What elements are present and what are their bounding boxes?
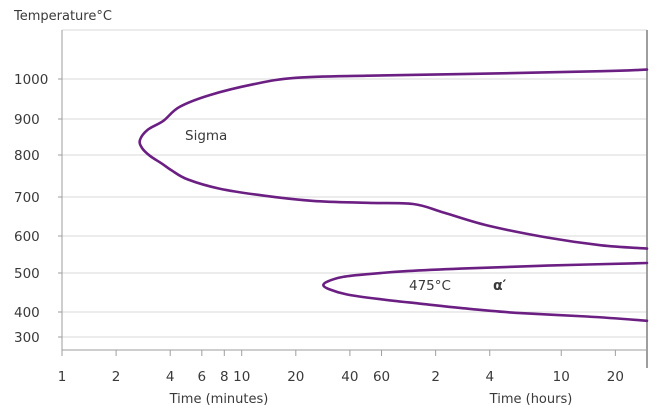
x-tick-label-7: 40 xyxy=(341,369,358,385)
x-tick-label-9: 2 xyxy=(431,369,440,385)
x-tick-label-2: 4 xyxy=(166,369,175,385)
x-tick-label-0: 1 xyxy=(58,369,67,385)
gridlines xyxy=(62,29,647,338)
x-axis-label-minutes: Time (minutes) xyxy=(169,392,269,405)
x-tick-label-12: 20 xyxy=(607,369,624,385)
x-tick-label-4: 8 xyxy=(220,369,229,385)
x-tick-label-8: 60 xyxy=(373,369,390,385)
y-ticks: 1000 900 800 700 600 500 400 300 xyxy=(14,72,62,346)
series xyxy=(138,68,649,323)
x-tick-label-6: 20 xyxy=(287,369,304,385)
y-tick-label-500: 500 xyxy=(14,266,40,282)
y-tick-label-900: 900 xyxy=(14,112,40,128)
sigma-label: Sigma xyxy=(185,128,227,144)
x-ticks: 1 2 4 6 8 10 20 40 60 2 4 10 20 xyxy=(58,350,624,385)
y-tick-label-800: 800 xyxy=(14,148,40,164)
x-tick-label-3: 6 xyxy=(198,369,207,385)
y-tick-label-600: 600 xyxy=(14,229,40,245)
t475-label: 475°C xyxy=(409,278,451,294)
y-tick-label-700: 700 xyxy=(14,190,40,206)
y-tick-label-300: 300 xyxy=(14,330,40,346)
x-tick-label-5: 10 xyxy=(233,369,250,385)
x-tick-label-11: 10 xyxy=(553,369,570,385)
x-tick-label-1: 2 xyxy=(112,369,121,385)
alpha-prime-curve xyxy=(322,261,649,323)
y-axis-label: Temperature°C xyxy=(13,9,112,24)
x-axis-label-hours: Time (hours) xyxy=(489,392,573,405)
sigma-curve xyxy=(138,68,649,250)
x-tick-label-10: 4 xyxy=(485,369,494,385)
alpha-prime-label: α′ xyxy=(493,278,507,294)
y-tick-label-400: 400 xyxy=(14,305,40,321)
y-tick-label-1000: 1000 xyxy=(14,72,48,88)
axes xyxy=(61,30,648,368)
